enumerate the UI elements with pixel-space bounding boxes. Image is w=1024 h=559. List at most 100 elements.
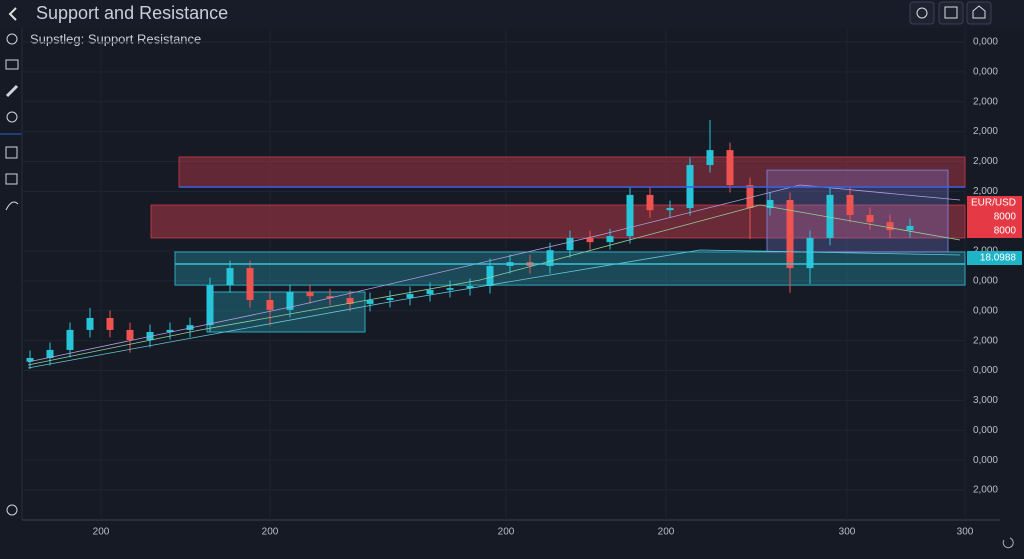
price-tag-label: EUR/USD (971, 198, 1016, 209)
candle-body (566, 237, 574, 251)
candle-body (246, 268, 254, 301)
trend-line (27, 204, 961, 366)
target-tool[interactable] (6, 111, 18, 123)
candle-body (786, 199, 794, 269)
refresh-button[interactable] (909, 1, 935, 25)
pen-tool[interactable] (5, 84, 19, 98)
candle-body (846, 194, 854, 215)
candle-body (606, 236, 614, 243)
x-tick-label: 300 (957, 527, 974, 538)
candle-body (706, 150, 714, 166)
y-tick-label: 2,000 (973, 96, 998, 107)
candle-body (66, 329, 74, 350)
candle-body (486, 266, 494, 287)
candle-body (126, 329, 134, 341)
candle-body (646, 194, 654, 211)
candle-body (406, 294, 414, 298)
y-tick-label: 0,000 (973, 365, 998, 376)
y-tick-label: 0,000 (973, 305, 998, 316)
candle-body (46, 349, 54, 358)
candle-body (766, 199, 774, 209)
candle-body (166, 329, 174, 333)
y-tick-label: 0,000 (973, 276, 998, 287)
screen-tool[interactable] (5, 59, 19, 70)
y-tick-label: 2,000 (973, 156, 998, 167)
candle-body (886, 222, 894, 231)
back-button[interactable] (8, 7, 17, 21)
chart-annotation: Supstleg: Support Resistance (30, 31, 201, 46)
candle-body (86, 317, 94, 330)
y-tick-label: 0,000 (973, 67, 998, 78)
left-toolbar (0, 33, 22, 516)
candle-body (806, 237, 814, 269)
price-tag (967, 196, 1022, 210)
clock-tool[interactable] (6, 33, 18, 45)
candle-body (626, 194, 634, 237)
candle-body (326, 296, 334, 298)
y-tick-label: 2,000 (973, 126, 998, 137)
layout-tool[interactable] (5, 173, 18, 185)
x-tick-label: 200 (498, 527, 515, 538)
plot (22, 28, 966, 520)
ruler-tool[interactable] (5, 146, 18, 159)
price-tag (967, 224, 1022, 238)
y-tick-label: 0,000 (973, 37, 998, 48)
y-tick-label: 2,000 (973, 335, 998, 346)
candle-body (186, 325, 194, 330)
zone (206, 291, 366, 333)
candle-body (726, 150, 734, 186)
candle-body (206, 285, 214, 326)
candle-body (106, 317, 114, 330)
price-tag-label: 8000 (994, 212, 1017, 223)
price-tag-label: 8000 (994, 226, 1017, 237)
candle-body (666, 208, 674, 211)
price-tag-label: 18.0988 (980, 253, 1017, 264)
y-tick-label: 2,000 (973, 186, 998, 197)
x-tick-label: 200 (93, 527, 110, 538)
candle-body (226, 268, 234, 286)
toolbar-right (909, 1, 992, 25)
y-tick-label: 0,000 (973, 455, 998, 466)
candle-body (746, 185, 754, 209)
trend-line (27, 184, 961, 363)
candle-body (586, 237, 594, 243)
candle-body (26, 357, 34, 362)
candle-body (446, 288, 454, 290)
calendar-button[interactable] (938, 1, 964, 25)
settings-tool[interactable] (6, 504, 18, 516)
zone (766, 169, 949, 253)
candle-body (386, 297, 394, 301)
y-tick-label: 0,000 (973, 425, 998, 436)
calendar-icon (944, 6, 958, 19)
reset-icon[interactable] (1002, 537, 1014, 549)
candle-body (546, 250, 554, 266)
candle-body (286, 291, 294, 310)
home-icon (972, 5, 986, 19)
trend-line (27, 249, 961, 369)
home-button[interactable] (966, 1, 992, 25)
candle-body (866, 214, 874, 223)
y-tick-label: 2,000 (973, 485, 998, 496)
candle-body (346, 297, 354, 304)
x-tick-label: 200 (262, 527, 279, 538)
zone (178, 156, 966, 188)
candle-body (426, 289, 434, 295)
chat-tool[interactable] (5, 201, 19, 211)
x-tick-label: 300 (839, 527, 856, 538)
top-bar (0, 0, 1024, 28)
candle-body (366, 300, 374, 304)
candle-body (906, 225, 914, 231)
price-tag (967, 210, 1022, 224)
price-tag (967, 251, 1022, 265)
x-tick-label: 200 (658, 527, 675, 538)
trend-lines (27, 184, 965, 369)
candle-body (466, 286, 474, 289)
candle-body (266, 300, 274, 310)
candle-body (306, 291, 314, 297)
candle-body (826, 194, 834, 238)
refresh-icon (916, 7, 928, 19)
y-tick-label: 3,000 (973, 395, 998, 406)
